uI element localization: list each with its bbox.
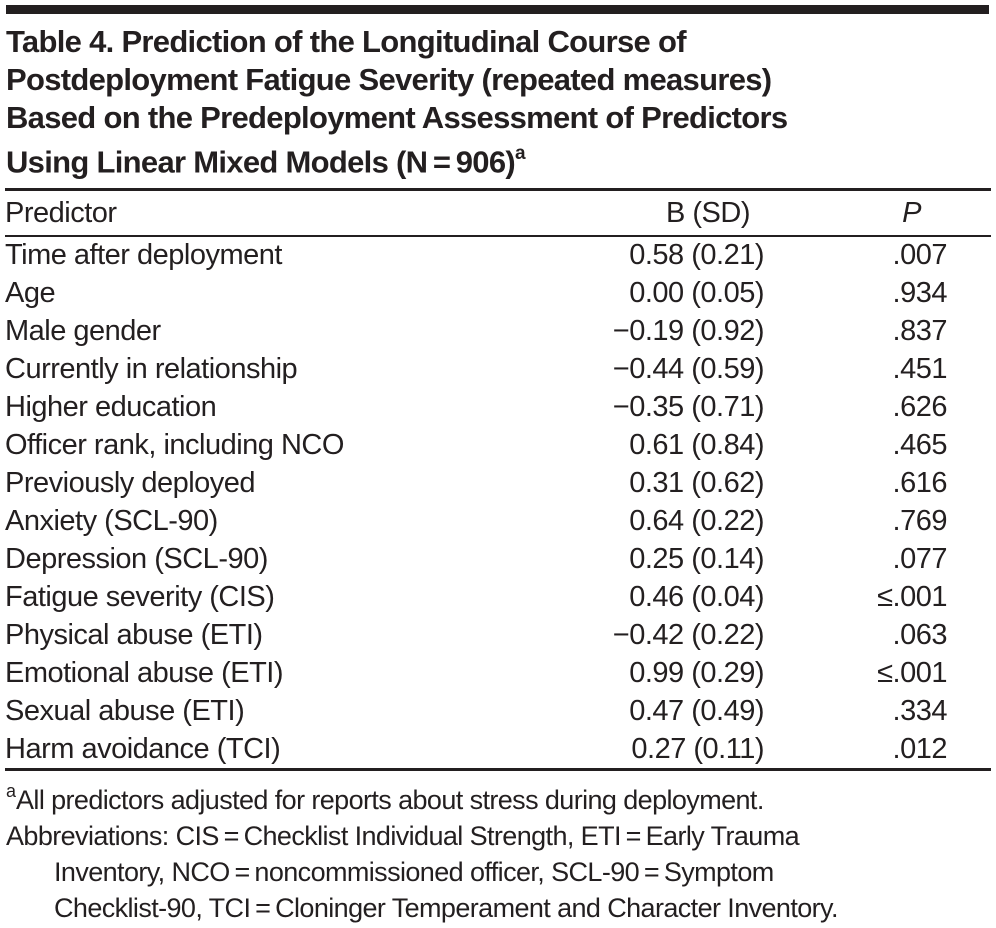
title-line: Table 4. Prediction of the Longitudinal … (6, 24, 687, 59)
p-value-cell: .934 (892, 276, 948, 309)
b-sd-cell: 0.31 (0.62) (629, 466, 764, 499)
table-row: Fatigue severity (CIS) 0.46 (0.04) ≤.001 (5, 578, 991, 616)
p-value-cell: ≤.001 (877, 656, 947, 689)
predictor-cell: Fatigue severity (CIS) (5, 580, 275, 613)
predictor-cell: Officer rank, including NCO (5, 428, 344, 461)
footnote-a-text: All predictors adjusted for reports abou… (16, 785, 764, 816)
title-line: Based on the Predeployment Assessment of… (6, 100, 788, 135)
p-value-cell: .334 (892, 694, 948, 727)
b-sd-cell: −0.44 (0.59) (612, 352, 765, 385)
b-sd-cell: −0.35 (0.71) (612, 390, 765, 423)
p-value-cell: .769 (892, 504, 948, 537)
b-sd-cell: 0.46 (0.04) (629, 580, 764, 613)
p-value-cell: .626 (892, 390, 948, 423)
p-value-cell: .837 (892, 314, 948, 347)
p-value-cell: .451 (892, 352, 948, 385)
predictor-cell: Male gender (5, 314, 161, 347)
b-sd-cell: −0.19 (0.92) (612, 314, 765, 347)
table-row: Currently in relationship −0.44 (0.59) .45… (5, 350, 991, 388)
title-line: Using Linear Mixed Models (N = 906)a (6, 143, 526, 180)
footnote-abbreviations: Abbreviations: CIS = Checklist Individua… (6, 818, 991, 926)
rule-above-header (5, 188, 991, 192)
column-header-b-sd: B (SD) (590, 191, 770, 238)
p-value-cell: .616 (892, 466, 948, 499)
table-row: Anxiety (SCL-90) 0.64 (0.22) .769 (5, 502, 991, 540)
p-value-cell: ≤.001 (877, 580, 947, 613)
table-row: Physical abuse (ETI) −0.42 (0.22) .063 (5, 616, 991, 654)
b-sd-cell: 0.47 (0.49) (629, 694, 764, 727)
predictor-cell: Physical abuse (ETI) (5, 618, 263, 651)
footnote-line: Checklist-90, TCI = Cloninger Temperamen… (54, 893, 838, 924)
predictor-cell: Age (5, 276, 56, 309)
predictor-cell: Anxiety (SCL-90) (5, 504, 218, 537)
table-row: Previously deployed 0.31 (0.62) .616 (5, 464, 991, 502)
predictor-cell: Depression (SCL-90) (5, 542, 268, 575)
footnote-a-marker: a (6, 781, 17, 802)
p-value-cell: .007 (892, 239, 948, 272)
predictor-cell: Emotional abuse (ETI) (5, 656, 284, 689)
b-sd-cell: 0.99 (0.29) (629, 656, 764, 689)
rule-below-body (5, 768, 991, 772)
top-rule (6, 5, 989, 14)
footnote-a: aAll predictors adjusted for reports abo… (6, 775, 991, 818)
p-value-cell: .012 (892, 732, 948, 765)
title-line: Postdeployment Fatigue Severity (repeate… (6, 62, 772, 97)
footnote-line: Abbreviations: CIS = Checklist Individua… (6, 821, 800, 852)
table-row: Harm avoidance (TCI) 0.27 (0.11) .012 (5, 730, 991, 768)
b-sd-cell: 0.64 (0.22) (629, 504, 764, 537)
table-row: Time after deployment 0.58 (0.21) .007 (5, 236, 991, 274)
table-row: Emotional abuse (ETI) 0.99 (0.29) ≤.001 (5, 654, 991, 692)
p-value-cell: .077 (892, 542, 948, 575)
column-header-predictor: Predictor (5, 191, 590, 238)
table-body: Time after deployment 0.58 (0.21) .007 Age 0… (5, 236, 991, 768)
column-header-p: P (770, 191, 991, 238)
p-value-cell: .063 (892, 618, 948, 651)
table-row: Officer rank, including NCO 0.61 (0.84) .4… (5, 426, 991, 464)
title-superscript: a (515, 143, 526, 164)
predictor-cell: Time after deployment (5, 239, 282, 272)
footnotes: aAll predictors adjusted for reports abo… (6, 775, 991, 926)
predictor-cell: Previously deployed (5, 466, 256, 499)
footnote-line: Inventory, NCO = noncommissioned officer… (54, 857, 774, 888)
table-row: Age 0.00 (0.05) .934 (5, 274, 991, 312)
b-sd-cell: 0.25 (0.14) (629, 542, 764, 575)
results-table: Predictor B (SD) P Time after deployment… (5, 191, 991, 768)
b-sd-cell: −0.42 (0.22) (612, 618, 765, 651)
header-row: Predictor B (SD) P (5, 191, 991, 238)
table-title: Table 4. Prediction of the Longitudinal … (6, 23, 988, 181)
b-sd-cell: 0.27 (0.11) (631, 732, 764, 765)
predictor-cell: Harm avoidance (TCI) (5, 732, 281, 765)
predictor-cell: Sexual abuse (ETI) (5, 694, 245, 727)
b-sd-cell: 0.61 (0.84) (629, 428, 764, 461)
p-value-cell: .465 (892, 428, 948, 461)
predictor-cell: Higher education (5, 390, 217, 423)
b-sd-cell: 0.58 (0.21) (629, 239, 764, 272)
b-sd-cell: 0.00 (0.05) (629, 276, 764, 309)
table-row: Higher education −0.35 (0.71) .626 (5, 388, 991, 426)
table-row: Male gender −0.19 (0.92) .837 (5, 312, 991, 350)
table-row: Depression (SCL-90) 0.25 (0.14) .077 (5, 540, 991, 578)
table-row: Sexual abuse (ETI) 0.47 (0.49) .334 (5, 692, 991, 730)
predictor-cell: Currently in relationship (5, 352, 298, 385)
